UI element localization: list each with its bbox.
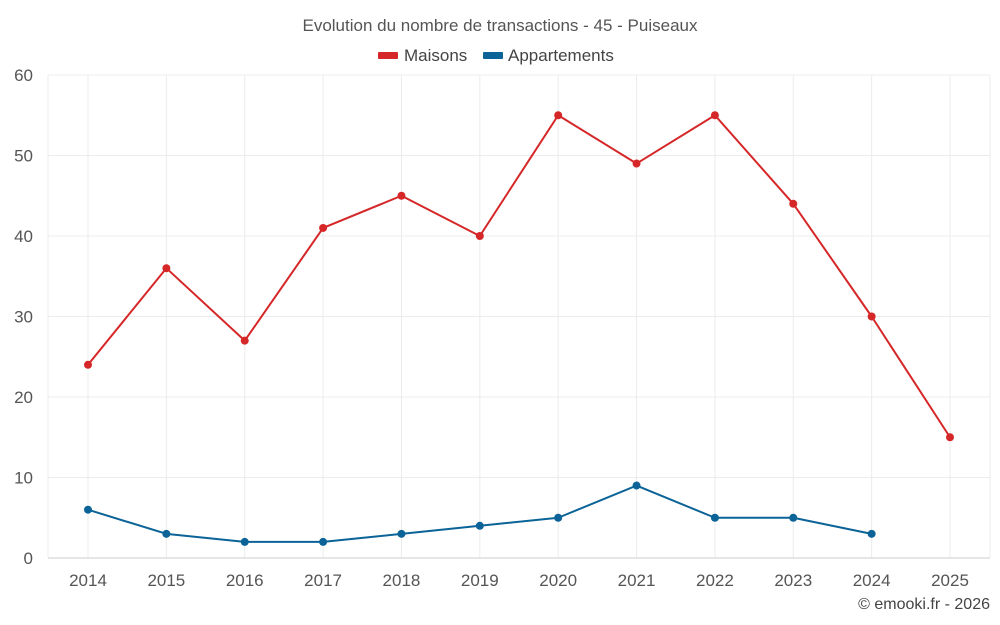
data-point-maisons[interactable] (240, 336, 249, 345)
legend-label-appartements: Appartements (508, 46, 614, 65)
x-tick-label: 2018 (383, 571, 421, 590)
y-tick-label: 40 (14, 227, 33, 246)
data-point-maisons[interactable] (162, 264, 171, 273)
data-point-maisons[interactable] (632, 159, 641, 168)
data-point-maisons[interactable] (397, 191, 406, 200)
data-point-appartements[interactable] (710, 513, 719, 522)
x-tick-label: 2021 (618, 571, 656, 590)
data-point-maisons[interactable] (867, 312, 876, 321)
x-tick-label: 2022 (696, 571, 734, 590)
data-point-appartements[interactable] (162, 529, 171, 538)
y-tick-label: 30 (14, 308, 33, 327)
series-maisons (84, 111, 954, 442)
series-layer (84, 111, 954, 546)
data-point-appartements[interactable] (789, 513, 798, 522)
data-point-maisons[interactable] (710, 111, 719, 120)
legend: Maisons Appartements (378, 46, 614, 65)
data-point-appartements[interactable] (319, 537, 328, 546)
y-tick-label: 60 (14, 66, 33, 85)
data-point-maisons[interactable] (946, 433, 954, 442)
x-tick-label: 2014 (69, 571, 107, 590)
x-tick-label: 2024 (853, 571, 891, 590)
x-tick-label: 2017 (304, 571, 342, 590)
data-point-appartements[interactable] (240, 537, 249, 546)
y-tick-label: 10 (14, 469, 33, 488)
x-tick-label: 2020 (539, 571, 577, 590)
data-point-maisons[interactable] (319, 223, 328, 232)
data-point-appartements[interactable] (632, 481, 641, 490)
series-appartements (84, 481, 876, 546)
legend-item-maisons[interactable]: Maisons (378, 46, 467, 65)
legend-label-maisons: Maisons (404, 46, 467, 65)
series-line-maisons (87, 114, 951, 438)
data-point-maisons[interactable] (84, 360, 92, 369)
chart-title: Evolution du nombre de transactions - 45… (302, 16, 698, 35)
x-tick-label: 2016 (226, 571, 264, 590)
y-axis: 0 10 20 30 40 50 60 (14, 66, 33, 568)
x-tick-label: 2025 (931, 571, 969, 590)
data-point-appartements[interactable] (867, 529, 876, 538)
x-tick-label: 2019 (461, 571, 499, 590)
x-tick-label: 2015 (147, 571, 185, 590)
legend-swatch-maisons (378, 52, 398, 59)
data-point-maisons[interactable] (475, 232, 484, 240)
y-tick-label: 0 (24, 549, 33, 568)
legend-swatch-appartements (483, 52, 503, 59)
x-tick-label: 2023 (774, 571, 812, 590)
data-point-maisons[interactable] (789, 199, 798, 208)
y-tick-label: 20 (14, 388, 33, 407)
data-point-appartements[interactable] (397, 529, 406, 538)
legend-item-appartements[interactable]: Appartements (483, 46, 614, 65)
data-point-appartements[interactable] (475, 521, 484, 530)
credit-text: © emooki.fr - 2026 (858, 596, 990, 613)
data-point-appartements[interactable] (84, 505, 92, 514)
gridlines (47, 74, 991, 558)
y-tick-label: 50 (14, 147, 33, 166)
data-point-maisons[interactable] (554, 111, 563, 120)
data-point-appartements[interactable] (554, 513, 563, 522)
x-axis: 2014 2015 2016 2017 2018 2019 2020 2021 2022 2023… (48, 557, 990, 590)
